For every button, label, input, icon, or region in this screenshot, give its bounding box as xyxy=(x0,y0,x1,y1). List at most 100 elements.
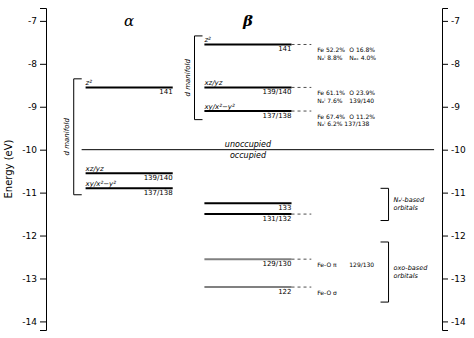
tick: -7 xyxy=(28,16,46,26)
tick-mark xyxy=(40,278,46,279)
tick-label: -12 xyxy=(22,231,37,241)
bracket-label: d manifold xyxy=(63,118,71,156)
bracket-label: Nₑⁱ-basedorbitals xyxy=(394,196,426,212)
tick-mark xyxy=(442,278,448,279)
marks xyxy=(74,36,434,302)
level-number: 133 xyxy=(278,204,291,212)
tick-mark xyxy=(40,107,46,108)
composition-note: Fe-O σ xyxy=(317,289,337,296)
tick-mark xyxy=(442,193,448,194)
level-number: 139/140 xyxy=(144,174,173,182)
tick-label: -9 xyxy=(28,102,37,112)
tick-label: -7 xyxy=(28,16,37,26)
composition-note: O 16.8% xyxy=(349,46,375,53)
tick: -10 xyxy=(442,145,466,155)
dashed-line xyxy=(292,214,312,215)
tick-label: -11 xyxy=(451,188,466,198)
dashed-line xyxy=(292,87,312,88)
level-number: 131/132 xyxy=(262,215,291,223)
y-axis-right: -7 -8 -9 -10 -11 -12 -13 -14 xyxy=(442,9,466,331)
level-label: z² xyxy=(203,36,211,44)
level-label: xy/x²−y² xyxy=(203,103,235,111)
y-axis-left: -7 -8 -9 -10 -11 -12 -13 -14 xyxy=(22,9,46,331)
level-label: xz/yz xyxy=(85,165,104,173)
composition-note: Nₑⁱ 6.2% 137/138 xyxy=(317,120,369,127)
tick-label: -8 xyxy=(451,59,460,69)
tick: -7 xyxy=(442,16,460,26)
composition-note: Fe-O π xyxy=(317,261,337,268)
tick-mark xyxy=(40,21,46,22)
composition-note: Nₐₓ 4.0% xyxy=(349,54,376,61)
tick: -11 xyxy=(22,188,46,198)
tick: -13 xyxy=(442,274,466,284)
tick-label: -10 xyxy=(451,145,466,155)
bracket-label: d manifold xyxy=(184,59,192,97)
tick-label: -13 xyxy=(22,274,37,284)
tick-mark xyxy=(442,107,448,108)
tick-mark xyxy=(442,236,448,237)
level-number: 139/140 xyxy=(262,88,291,96)
texts: α z² 141 xz/yz 139/140 xy/x²−y² 137/138 d manif… xyxy=(63,12,428,296)
composition-note: O 11.2% xyxy=(349,113,375,120)
bracket xyxy=(381,242,389,302)
composition-note: Nₑⁱ 7.6% xyxy=(317,97,343,104)
level-number: 141 xyxy=(278,45,291,53)
tick: -14 xyxy=(442,317,466,327)
dashed-line xyxy=(292,44,312,45)
tick-label: -14 xyxy=(451,317,466,327)
composition-note: Fe 61.1% xyxy=(317,89,345,96)
composition-note: O 23.9% xyxy=(349,89,375,96)
divider-label: occupied xyxy=(230,151,267,160)
tick-mark xyxy=(40,236,46,237)
bracket xyxy=(381,188,389,220)
tick-mark xyxy=(442,21,448,22)
tick-label: -9 xyxy=(451,102,460,112)
level-label: z² xyxy=(85,79,93,87)
level-label: xz/yz xyxy=(203,79,222,87)
composition-note: Fe 67.4% xyxy=(317,113,345,120)
tick: -8 xyxy=(442,59,460,69)
tick-mark xyxy=(442,150,448,151)
tick: -13 xyxy=(22,274,46,284)
tick-mark xyxy=(442,321,448,322)
column-header: β xyxy=(242,12,253,30)
dashed-line xyxy=(292,259,312,260)
bracket xyxy=(74,79,82,195)
tick-mark xyxy=(40,150,46,151)
tick-mark xyxy=(40,64,46,65)
bracket xyxy=(195,36,203,120)
composition-note: 139/140 xyxy=(349,97,374,104)
level-number: 129/130 xyxy=(262,260,291,268)
tick-label: -13 xyxy=(451,274,466,284)
tick-mark xyxy=(40,193,46,194)
level-label: xy/x²−y² xyxy=(85,180,117,188)
dashed-line xyxy=(292,287,312,288)
tick-label: -14 xyxy=(22,317,37,327)
composition-note: Fe 52.2% xyxy=(317,46,345,53)
level-number: 141 xyxy=(159,88,172,96)
tick-label: -8 xyxy=(28,59,37,69)
dashed-line xyxy=(292,111,312,112)
column-header: α xyxy=(124,12,134,30)
tick: -11 xyxy=(442,188,466,198)
tick: -9 xyxy=(28,102,46,112)
tick: -8 xyxy=(28,59,46,69)
tick-label: -7 xyxy=(451,16,460,26)
composition-note: Nₑⁱ 8.8% xyxy=(317,54,343,61)
tick: -12 xyxy=(442,231,466,241)
tick: -9 xyxy=(442,102,460,112)
bracket-label: oxo-basedorbitals xyxy=(394,264,429,280)
tick-label: -12 xyxy=(451,231,466,241)
tick: -14 xyxy=(22,317,46,327)
chart-container: -7-8-9-10-11-12-13-14-7-8-9-10-11-12-13-… xyxy=(0,0,474,338)
chart-svg: -7-8-9-10-11-12-13-14-7-8-9-10-11-12-13-… xyxy=(0,0,474,338)
plot: -7-8-9-10-11-12-13-14-7-8-9-10-11-12-13-… xyxy=(3,9,466,331)
tick-label: -10 xyxy=(22,145,37,155)
divider-label: unoccupied xyxy=(225,140,272,149)
level-number: 137/138 xyxy=(144,189,173,197)
tick: -10 xyxy=(22,145,46,155)
level-number: 122 xyxy=(278,288,291,296)
tick: -12 xyxy=(22,231,46,241)
axis-line xyxy=(40,9,47,331)
level-number: 137/138 xyxy=(262,112,291,120)
